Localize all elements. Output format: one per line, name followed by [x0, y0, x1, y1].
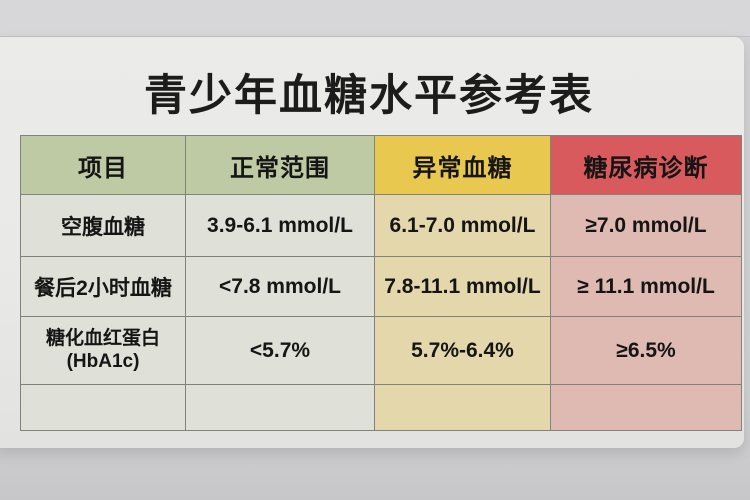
cell-hba1c-diabetes: ≥6.5%	[550, 316, 742, 385]
cell-empty-item	[20, 384, 186, 431]
cell-postprandial-abnormal: 7.8-11.1 mmol/L	[374, 256, 551, 317]
page-title: 青少年血糖水平参考表	[144, 72, 594, 120]
cell-fasting-abnormal: 6.1-7.0 mmol/L	[374, 194, 551, 257]
header-diabetes: 糖尿病诊断	[550, 135, 742, 195]
cell-postprandial-normal: <7.8 mmol/L	[185, 256, 375, 317]
reference-card: 青少年血糖水平参考表 项目 正常范围 异常血糖 糖尿病诊断 空腹血糖 3.9-6…	[0, 37, 744, 448]
table-row-fasting: 空腹血糖 3.9-6.1 mmol/L 6.1-7.0 mmol/L ≥7.0 …	[20, 194, 742, 257]
glucose-reference-table: 项目 正常范围 异常血糖 糖尿病诊断 空腹血糖 3.9-6.1 mmol/L 6…	[20, 135, 742, 431]
table-row-postprandial: 餐后2小时血糖 <7.8 mmol/L 7.8-11.1 mmol/L ≥ 11…	[20, 256, 742, 317]
table-header-row: 项目 正常范围 异常血糖 糖尿病诊断	[20, 135, 742, 195]
cell-postprandial-diabetes: ≥ 11.1 mmol/L	[550, 256, 742, 317]
cell-hba1c-item: 糖化血红蛋白 (HbA1c)	[20, 316, 186, 385]
cell-empty-normal	[185, 384, 375, 431]
table-row-hba1c: 糖化血红蛋白 (HbA1c) <5.7% 5.7%-6.4% ≥6.5%	[20, 316, 742, 385]
table-row-empty	[20, 384, 742, 431]
header-normal: 正常范围	[185, 135, 375, 195]
header-abnormal: 异常血糖	[374, 135, 551, 195]
cell-hba1c-abnormal: 5.7%-6.4%	[374, 316, 551, 385]
top-band	[0, 0, 750, 37]
cell-postprandial-item: 餐后2小时血糖	[20, 256, 186, 317]
cell-fasting-item: 空腹血糖	[20, 194, 186, 257]
cell-hba1c-normal: <5.7%	[185, 316, 375, 385]
cell-empty-abnormal	[374, 384, 551, 431]
cell-fasting-diabetes: ≥7.0 mmol/L	[550, 194, 742, 257]
cell-fasting-normal: 3.9-6.1 mmol/L	[185, 194, 375, 257]
cell-empty-diabetes	[550, 384, 742, 431]
header-item: 项目	[20, 135, 186, 195]
